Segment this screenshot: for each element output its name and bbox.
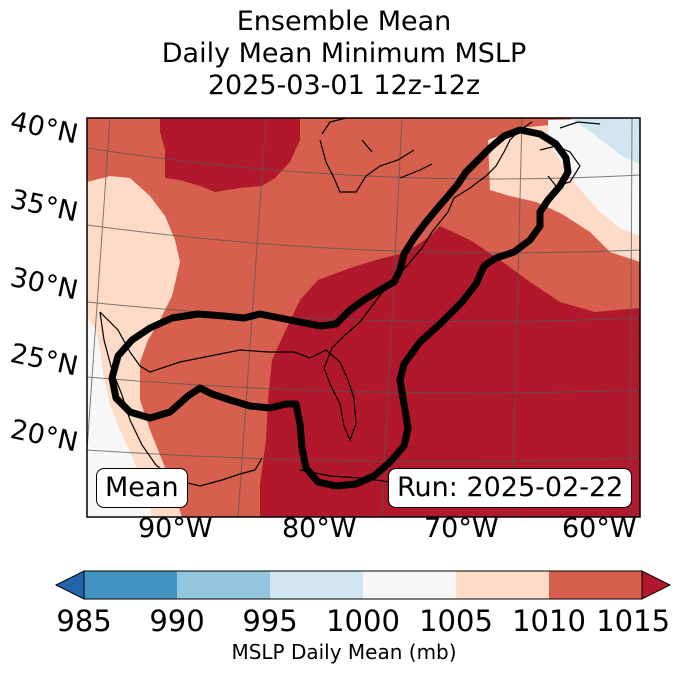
colorbar-tick-985: 985 (56, 604, 112, 638)
title-line-1: Ensemble Mean (236, 6, 452, 37)
colorbar-bin-1000-1005 (363, 571, 456, 599)
lon-label-60w: 60°W (562, 513, 637, 544)
field-990-995-northeast (570, 118, 640, 164)
lat-line-35 (87, 224, 640, 254)
mean-label: Mean (96, 468, 188, 508)
lon-line-70 (511, 118, 523, 517)
lat-line-25 (87, 376, 640, 394)
coastline-great-lakes (319, 118, 433, 193)
mslp-contour (108, 126, 572, 490)
coastline-gulf-atlantic (99, 121, 533, 442)
title-line-3: 2025-03-01 12z-12z (207, 70, 481, 101)
colorbar-extend-high (641, 570, 672, 600)
colorbar-tick-995: 995 (242, 604, 298, 638)
colorbar-bin-1010-1015 (549, 571, 642, 599)
colorbar-frame (83, 570, 643, 600)
lon-line-60 (629, 118, 633, 517)
lat-line-20 (87, 449, 640, 463)
map-frame (86, 117, 641, 518)
colorbar-tick-1010: 1010 (512, 604, 586, 638)
colorbar-extend-low (54, 570, 85, 600)
colorbar-bin-1005-1010 (456, 571, 549, 599)
lon-label-90w: 90°W (138, 513, 213, 544)
colorbar-tick-1015: 1015 (596, 604, 671, 638)
title-line-2: Daily Mean Minimum MSLP (161, 38, 527, 69)
colorbar-tick-1005: 1005 (419, 604, 493, 638)
field-above-1010-main (260, 226, 640, 517)
colorbar-tick-990: 990 (149, 604, 205, 638)
colorbar-bin-990-995 (177, 571, 270, 599)
lon-line-100 (87, 118, 111, 451)
run-date-label: Run: 2025-02-22 (388, 468, 633, 508)
lon-label-70w: 70°W (424, 513, 499, 544)
colorbar-bin-985-990 (84, 571, 177, 599)
colorbar (54, 570, 672, 600)
graticule (87, 118, 640, 517)
colorbar-bin-995-1000 (270, 571, 363, 599)
colorbar-label: MSLP Daily Mean (mb) (231, 640, 457, 664)
field-995-1000-west (87, 318, 152, 517)
lon-label-80w: 80°W (282, 513, 357, 544)
lon-line-80 (381, 118, 403, 517)
colorbar-tick-1000: 1000 (326, 604, 400, 638)
